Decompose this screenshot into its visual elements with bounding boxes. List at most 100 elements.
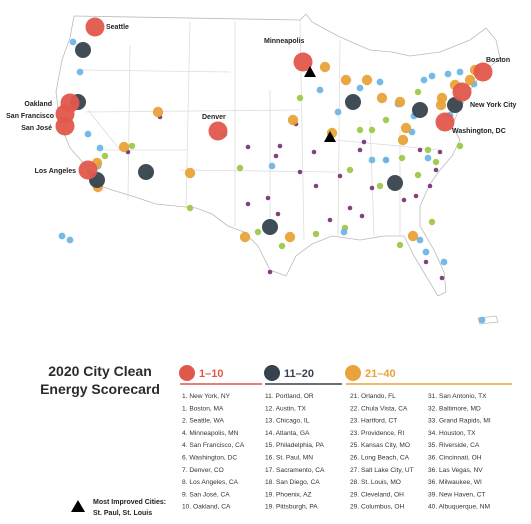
city-label: Denver	[202, 114, 226, 121]
city-rank: 13. Chicago, IL	[265, 418, 310, 425]
city-dot	[265, 195, 271, 201]
city-dot	[432, 158, 440, 166]
city-dot	[84, 130, 92, 138]
city-dot	[376, 92, 388, 104]
city-dot	[254, 228, 262, 236]
city-rank: 16. St. Paul, MN	[265, 455, 313, 462]
city-dot	[428, 218, 436, 226]
city-dot	[414, 88, 422, 96]
city-dot	[278, 242, 286, 250]
city-dot	[327, 217, 333, 223]
city-rank: 14. Atlanta, GA	[265, 430, 310, 437]
city-dot	[427, 183, 433, 189]
city-dot	[387, 175, 403, 191]
city-dot	[382, 156, 390, 164]
city-dot	[416, 236, 424, 244]
city-dot	[422, 248, 430, 256]
city-rank: 28. St. Louis, MO	[350, 479, 401, 486]
city-rank: 2. Seattle, WA	[182, 418, 225, 425]
city-dot	[186, 204, 194, 212]
city-rank: 36. Las Vegas, NV	[428, 467, 483, 474]
city-rank: 39. New Haven, CT	[428, 491, 486, 498]
city-rank: 40. Albuquerque, NM	[428, 504, 490, 511]
most-improved-marker	[304, 66, 316, 77]
city-rank: 19. Pittsburgh, PA	[265, 504, 318, 511]
city-rank: 10. Oakland, CA	[182, 504, 231, 511]
city-dot	[316, 86, 324, 94]
city-dot	[138, 164, 154, 180]
city-dot	[287, 114, 299, 126]
city-dot	[337, 173, 343, 179]
city-dot	[361, 139, 367, 145]
city-dot	[297, 169, 303, 175]
city-dot	[267, 269, 273, 275]
city-rank: 19. Phoenix, AZ	[265, 491, 312, 498]
city-rank: 1. Boston, MA	[182, 405, 224, 412]
city-dot	[361, 74, 373, 86]
most-improved-cities: St. Paul, St. Louis	[93, 510, 152, 517]
city-dot	[396, 241, 404, 249]
legend-marker	[179, 365, 195, 381]
us-outline	[55, 13, 501, 325]
city-rank: 36. Milwaukee, WI	[428, 479, 482, 486]
city-dot	[208, 121, 228, 141]
city-label: Washington, DC	[452, 128, 506, 135]
legend-range: 11–20	[284, 368, 314, 380]
city-dot	[398, 154, 406, 162]
city-dot	[478, 316, 486, 324]
city-label: Minneapolis	[264, 38, 305, 45]
city-dot	[435, 112, 455, 132]
city-rank: 31. San Antonio, TX	[428, 393, 487, 400]
city-dot	[473, 62, 493, 82]
city-rank: 1. New York, NY	[182, 393, 231, 400]
city-dot	[359, 213, 365, 219]
city-dot	[312, 230, 320, 238]
city-rank: 26. Long Beach, CA	[350, 455, 410, 462]
city-dot	[424, 146, 432, 154]
city-dot	[433, 167, 439, 173]
city-label: Los Angeles	[35, 168, 76, 175]
city-label: Seattle	[106, 24, 129, 31]
city-rank: 32. Baltimore, MD	[428, 405, 481, 412]
city-dot	[444, 70, 452, 78]
city-dot	[319, 61, 331, 73]
city-dot	[412, 102, 428, 118]
city-dot	[436, 92, 448, 104]
city-dot	[101, 152, 109, 160]
city-dot	[311, 149, 317, 155]
city-dot	[397, 134, 409, 146]
city-dot	[262, 219, 278, 235]
city-dot	[400, 122, 412, 134]
city-dot	[368, 126, 376, 134]
city-dot	[85, 17, 105, 37]
city-dot	[401, 197, 407, 203]
city-dot	[369, 185, 375, 191]
city-dot	[456, 68, 464, 76]
city-dot	[184, 167, 196, 179]
city-dot	[347, 205, 353, 211]
city-dot	[118, 141, 130, 153]
city-dot	[357, 147, 363, 153]
city-dot	[414, 171, 422, 179]
city-dot	[340, 74, 352, 86]
city-rank: 7. Denver, CO	[182, 467, 224, 474]
city-dot	[346, 166, 354, 174]
city-rank: 12. Austin, TX	[265, 405, 307, 412]
city-dot	[334, 108, 342, 116]
most-improved-label: Most Improved Cities:	[93, 499, 166, 506]
city-rank: 22. Chula Vista, CA	[350, 405, 408, 412]
city-dot	[268, 162, 276, 170]
city-dot	[75, 42, 91, 58]
city-dot	[55, 116, 75, 136]
city-rank: 34. Houston, TX	[428, 430, 476, 437]
city-label: San José	[21, 125, 52, 132]
city-dot	[368, 156, 376, 164]
city-dot	[417, 147, 423, 153]
city-rank: 25. Kansas City, MO	[350, 442, 410, 449]
city-dot	[424, 154, 432, 162]
city-dot	[428, 72, 436, 80]
city-dot	[66, 236, 74, 244]
legend-marker	[345, 365, 361, 381]
city-dot	[407, 230, 419, 242]
